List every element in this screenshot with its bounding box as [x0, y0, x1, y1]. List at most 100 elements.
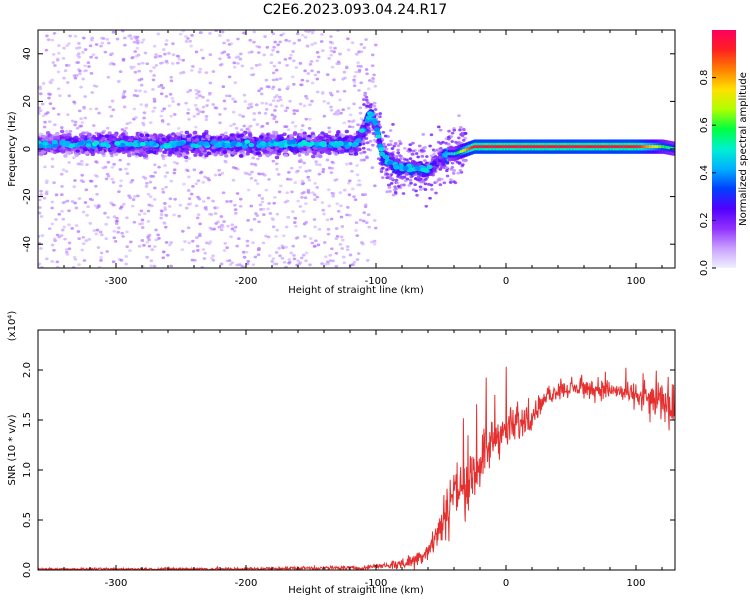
spectro-cell: [167, 104, 172, 108]
spectro-cell: [222, 50, 227, 54]
spectro-cell: [187, 138, 192, 142]
spectro-cell: [121, 58, 126, 62]
spectro-cell: [66, 113, 70, 117]
spectro-cell: [381, 130, 386, 134]
spectro-cell: [116, 230, 120, 234]
spectro-cell: [233, 225, 238, 229]
spectro-cell: [352, 78, 356, 82]
spectro-cell: [191, 239, 195, 243]
spectro-cell: [300, 196, 304, 199]
spectro-cell: [100, 41, 105, 45]
spectro-cell: [50, 157, 55, 161]
spectro-cell: [270, 260, 275, 263]
spectro-cell: [108, 134, 114, 139]
spectro-cell: [84, 131, 89, 134]
spectro-cell: [363, 91, 368, 95]
spectro-cell: [311, 191, 315, 195]
spectro-cell: [452, 128, 457, 132]
spectro-cell: [358, 106, 363, 110]
spectro-cell: [267, 202, 272, 205]
spectro-cell: [67, 63, 71, 67]
spectro-cell: [72, 74, 77, 78]
spectro-cell: [345, 213, 349, 217]
spectro-cell: [195, 107, 199, 111]
spectro-cell: [242, 255, 247, 259]
spectro-cell: [76, 162, 80, 166]
spectro-cell: [326, 101, 331, 105]
spectro-cell: [196, 213, 201, 217]
spectro-cell: [184, 101, 188, 105]
spectro-cell: [111, 30, 116, 34]
spectro-cell: [152, 74, 156, 77]
spectro-cell: [316, 70, 321, 74]
spectro-cell: [211, 145, 216, 150]
spectro-cell: [275, 212, 280, 216]
spectro-cell: [112, 229, 117, 233]
spectro-cell: [305, 79, 310, 83]
spectro-cell: [295, 32, 300, 36]
spectro-cell: [274, 235, 278, 238]
spectro-cell: [429, 154, 434, 158]
spectro-cell: [182, 152, 187, 156]
spectro-cell: [352, 195, 356, 199]
spectro-cell: [201, 180, 206, 184]
spectro-cell: [373, 43, 378, 47]
spectro-cell: [269, 61, 274, 65]
spectro-cell: [249, 228, 254, 232]
spectro-cell: [183, 240, 187, 243]
spectro-cell: [311, 134, 316, 139]
spectro-cell: [445, 169, 449, 173]
spectro-cell: [229, 235, 233, 239]
spectro-cell: [326, 232, 331, 236]
spectro-cell: [112, 215, 117, 219]
spectro-cell: [76, 230, 81, 233]
spectro-cell: [218, 135, 223, 140]
spectro-cell: [334, 237, 339, 241]
spectro-cell: [405, 177, 410, 181]
spectro-cell: [60, 126, 64, 129]
spectro-cell: [271, 99, 276, 102]
spectro-cell: [64, 248, 69, 251]
spectro-cell: [122, 105, 127, 109]
spectro-cell: [251, 263, 256, 267]
spectro-cell: [163, 206, 167, 209]
spectro-cell: [104, 237, 109, 241]
spectro-cell: [310, 81, 315, 85]
spectro-cell: [429, 133, 434, 137]
spectro-cell: [222, 99, 227, 103]
spectro-cell: [348, 213, 352, 217]
spectro-cell: [194, 50, 199, 54]
spectro-cell: [457, 114, 461, 118]
spectro-cell: [47, 227, 52, 231]
spectro-cell: [327, 204, 332, 208]
spectro-cell: [114, 222, 119, 226]
spectro-cell: [78, 72, 82, 76]
spectro-cell: [447, 129, 451, 133]
spectro-cell: [363, 193, 368, 197]
spectro-cell: [276, 99, 280, 103]
spectro-cell: [461, 138, 466, 142]
spectro-cell: [189, 44, 193, 48]
spectro-cell: [192, 168, 197, 172]
spectro-cell: [442, 166, 446, 170]
spectro-cell: [334, 227, 339, 230]
spectro-cell: [143, 90, 148, 94]
spectro-cell: [156, 233, 160, 237]
spectro-cell: [378, 115, 382, 119]
spectro-cell: [260, 124, 265, 128]
spectro-cell: [199, 48, 204, 52]
spectro-cell: [99, 258, 103, 262]
spectro-cell: [129, 66, 134, 70]
spectro-cell: [191, 184, 195, 188]
spectro-cell: [393, 142, 398, 146]
spectro-cell: [308, 263, 312, 267]
spectro-cell: [111, 137, 117, 142]
spectro-cell: [124, 126, 128, 130]
spectro-cell: [219, 262, 224, 266]
spectro-cell: [64, 130, 69, 133]
spectro-cell: [164, 185, 168, 189]
spectro-cell: [54, 193, 59, 197]
spectro-cell: [198, 67, 203, 71]
spectro-cell: [286, 215, 291, 219]
spectro-cell: [362, 46, 367, 50]
